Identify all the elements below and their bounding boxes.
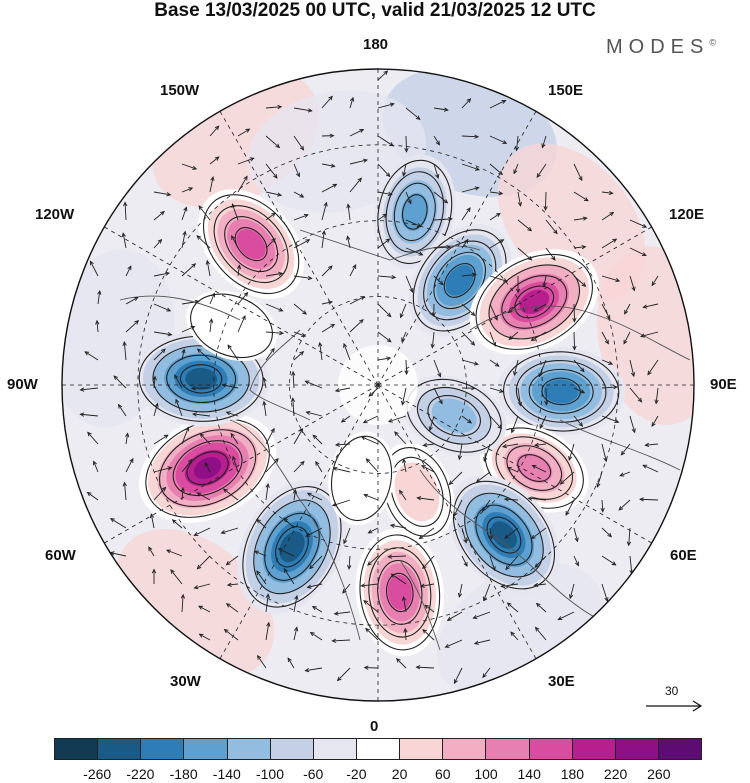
colorbar-cell: [270, 739, 314, 759]
colorbar-tick-label: 220: [603, 766, 628, 782]
colorbar-cell: [184, 739, 228, 759]
colorbar-cell: [658, 739, 702, 759]
colorbar-tick-label: -260: [83, 766, 112, 782]
colorbar-tick-label: 140: [517, 766, 541, 782]
colorbar: [54, 738, 702, 760]
colorbar-tick-label: -220: [126, 766, 155, 782]
anomaly-center: [237, 479, 347, 614]
colorbar-cell: [615, 739, 659, 759]
colorbar-cell: [141, 739, 185, 759]
longitude-label-60w: 60W: [45, 547, 76, 564]
colorbar-tick-label: -100: [255, 766, 285, 782]
longitude-label-120w: 120W: [35, 206, 75, 223]
colorbar-tick-label: 20: [391, 766, 408, 782]
colorbar-tick-label: -180: [169, 766, 198, 782]
colorbar-tick-label: -20: [346, 766, 367, 782]
anomaly-center: [497, 347, 626, 436]
colorbar-cell: [529, 739, 573, 759]
colorbar-cell: [55, 739, 99, 759]
longitude-label-90w: 90W: [7, 376, 38, 393]
colorbar-tick-label: 60: [435, 766, 451, 782]
anomaly-center: [198, 189, 305, 299]
vector-reference-arrow: [646, 700, 703, 712]
longitude-label-30e: 30E: [548, 673, 575, 690]
colorbar-tick-label: 180: [560, 766, 585, 782]
colorbar-cell: [98, 739, 142, 759]
longitude-label-150w: 150W: [160, 82, 200, 99]
colorbar-cell: [443, 739, 487, 759]
longitude-label-180: 180: [363, 36, 389, 53]
longitude-label-30w: 30W: [170, 673, 201, 690]
anomaly-center: [469, 249, 599, 355]
anomaly-center: [373, 154, 456, 270]
longitude-label-0: 0: [370, 718, 379, 735]
colorbar-cell: [486, 739, 530, 759]
longitude-label-120e: 120E: [669, 206, 705, 223]
colorbar-cell: [356, 739, 401, 759]
colorbar-tick-label: -140: [212, 766, 241, 782]
map-title: Base 13/03/2025 00 UTC, valid 21/03/2025…: [154, 0, 596, 21]
longitude-label-150e: 150E: [548, 82, 584, 99]
wind-vectors: [79, 70, 659, 685]
modes-logo: MODES©: [606, 36, 716, 58]
vector-reference-label: 30: [665, 684, 679, 698]
longitude-label-90e: 90E: [710, 376, 737, 393]
colorbar-tick-label: -60: [303, 766, 324, 782]
anomaly-center: [132, 331, 270, 427]
anomaly-center: [401, 375, 507, 457]
longitude-label-60e: 60E: [670, 547, 697, 564]
colorbar-cell: [227, 739, 271, 759]
colorbar-cell: [313, 739, 357, 759]
colorbar-tick-label: 100: [474, 766, 498, 782]
colorbar-tick-label: 260: [647, 766, 671, 782]
colorbar-cell: [400, 739, 444, 759]
anomaly-center: [355, 528, 445, 657]
graticule: [62, 69, 694, 701]
colorbar-cell: [572, 739, 616, 759]
anomaly-center: [379, 442, 455, 542]
anomaly-center: [447, 475, 561, 595]
